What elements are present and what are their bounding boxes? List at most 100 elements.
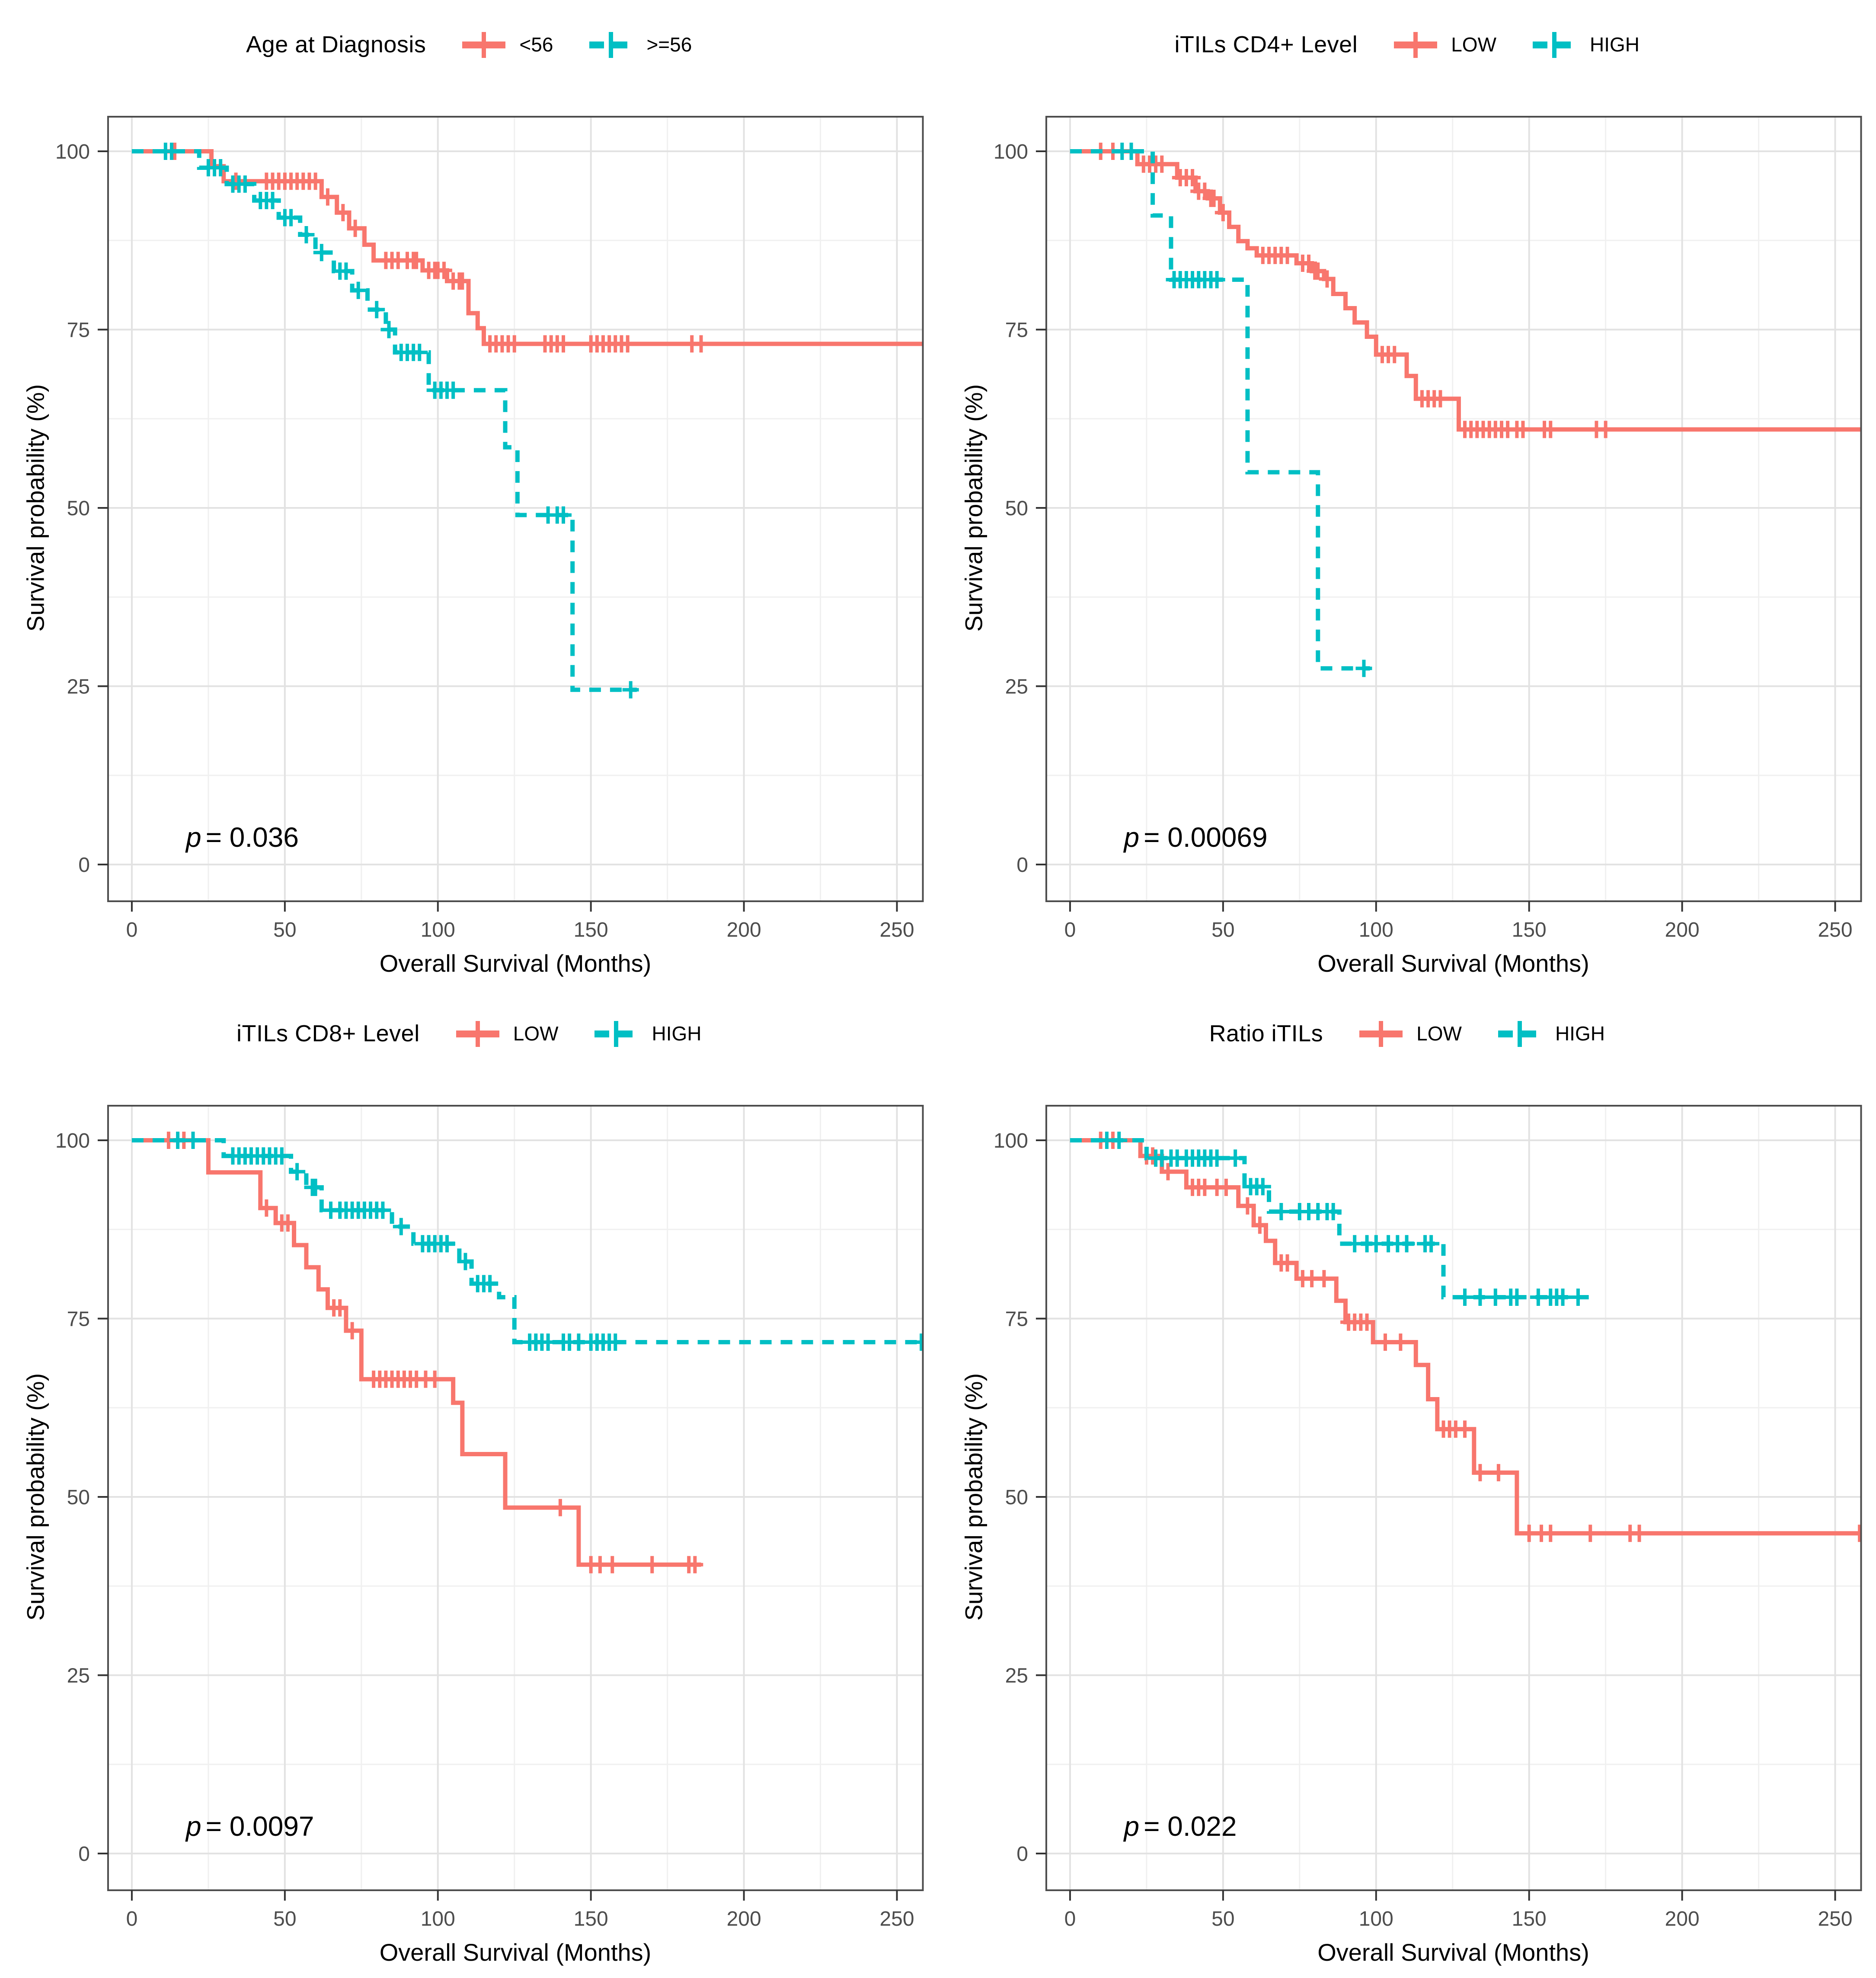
x-tick-label: 0: [126, 1908, 138, 1930]
legend: Ratio iTILs LOW HIGH: [938, 1010, 1876, 1057]
y-tick-label: 75: [1005, 319, 1028, 341]
legend-label: HIGH: [1555, 1022, 1605, 1045]
legend-label: HIGH: [1589, 33, 1640, 56]
x-tick-label: 150: [1512, 1908, 1546, 1930]
legend-entry: LOW: [454, 1018, 558, 1050]
x-tick-label: 100: [421, 919, 455, 941]
legend-title: Age at Diagnosis: [246, 32, 426, 57]
panel-ratio-itils: Ratio iTILs LOW HIGH Survival probabilit…: [938, 989, 1876, 1978]
x-tick-label: 50: [1211, 919, 1234, 941]
y-tick-labels: 0 25 50 75 100: [55, 140, 90, 877]
y-tick-label: 25: [67, 675, 90, 698]
x-tick-label: 150: [574, 1908, 608, 1930]
x-axis-title: Overall Survival (Months): [379, 950, 652, 977]
grid-major: [1046, 117, 1861, 901]
km-plot: 0 50 100 150 200 250 0 25 50 75 100: [55, 1105, 924, 1930]
legend-label: >=56: [646, 33, 692, 56]
legend-label: LOW: [1416, 1022, 1462, 1045]
y-axis-title: Survival probability (%): [22, 1373, 49, 1621]
grid-minor: [1046, 1106, 1861, 1890]
panel-border: [1045, 116, 1862, 902]
grid-major: [1046, 1106, 1861, 1890]
legend-title: Ratio iTILs: [1209, 1021, 1323, 1046]
y-tick-labels: 0 25 50 75 100: [993, 140, 1028, 877]
y-axis-title: Survival probability (%): [22, 384, 49, 632]
y-tick-label: 100: [993, 1129, 1028, 1152]
x-tick-labels: 0 50 100 150 200 250: [1064, 919, 1852, 941]
legend-entry: >=56: [587, 29, 692, 61]
p-value: p = 0.0097: [186, 1811, 314, 1842]
km-plot: 0 50 100 150 200 250 0 25 50 75 100: [993, 1105, 1862, 1930]
survival-curve: [1070, 149, 1370, 671]
x-tick-label: 200: [727, 919, 761, 941]
legend-entry: <56: [460, 29, 553, 61]
y-tick-labels: 0 25 50 75 100: [55, 1129, 90, 1866]
censor-marks: [1098, 1132, 1586, 1306]
x-tick-label: 0: [1064, 919, 1076, 941]
x-axis-title: Overall Survival (Months): [1317, 1939, 1589, 1966]
y-tick-label: 25: [1005, 1664, 1028, 1687]
km-line-censor-key-icon: [594, 1021, 638, 1047]
legend: Age at Diagnosis <56 >=56: [0, 21, 938, 68]
legend-entry: HIGH: [1530, 29, 1640, 61]
censor-marks: [1113, 143, 1372, 677]
x-tick-label: 50: [273, 1908, 296, 1930]
x-tick-label: 0: [126, 919, 138, 941]
x-axis-title: Overall Survival (Months): [379, 1939, 652, 1966]
km-line-censor-key-icon: [1498, 1021, 1541, 1047]
km-series-high: [1070, 1132, 1593, 1306]
km-series-low: [131, 1132, 703, 1573]
axis-ticks: [1035, 150, 1836, 912]
plot-background: [1046, 117, 1861, 901]
x-tick-label: 100: [421, 1908, 455, 1930]
plot-background: [108, 1106, 923, 1890]
x-tick-label: 150: [574, 919, 608, 941]
km-series-56: [131, 143, 639, 699]
y-tick-label: 25: [1005, 675, 1028, 698]
legend-label: LOW: [1451, 33, 1496, 56]
panel-border: [107, 1105, 924, 1891]
y-tick-label: 0: [1016, 854, 1028, 877]
legend-entry: LOW: [1391, 29, 1496, 61]
y-tick-label: 75: [67, 319, 90, 341]
legend-label: <56: [519, 33, 553, 56]
km-line-censor-key-icon: [1532, 32, 1576, 58]
x-tick-label: 200: [727, 1908, 761, 1930]
x-axis-title: Overall Survival (Months): [1317, 950, 1589, 977]
y-axis-title: Survival probability (%): [960, 384, 987, 632]
km-line-censor-key-icon: [462, 32, 506, 58]
legend-label: HIGH: [652, 1022, 702, 1045]
panel-itils-cd4-level: iTILs CD4+ Level LOW HIGH Survival proba…: [938, 0, 1876, 989]
censor-marks: [169, 1132, 923, 1351]
legend-entry: HIGH: [1496, 1018, 1605, 1050]
survival-curve: [1070, 1138, 1593, 1299]
x-tick-labels: 0 50 100 150 200 250: [126, 919, 914, 941]
censor-marks: [157, 143, 639, 699]
x-tick-label: 0: [1064, 1908, 1076, 1930]
p-value: p = 0.036: [186, 822, 299, 853]
plot-background: [108, 117, 923, 901]
y-tick-label: 0: [78, 1843, 90, 1866]
y-tick-label: 75: [67, 1308, 90, 1330]
km-plot: 0 50 100 150 200 250 0 25 50 75 100: [993, 116, 1862, 941]
panel-border: [1045, 1105, 1862, 1891]
km-line-censor-key-icon: [1359, 1021, 1403, 1047]
legend-entry: HIGH: [592, 1018, 701, 1050]
km-line-censor-key-icon: [1394, 32, 1438, 58]
y-tick-label: 100: [55, 140, 90, 163]
x-tick-label: 200: [1665, 1908, 1699, 1930]
km-line-censor-key-icon: [589, 32, 633, 58]
y-tick-label: 50: [67, 497, 90, 520]
y-tick-label: 0: [78, 854, 90, 877]
axis-ticks: [1035, 1139, 1836, 1901]
panel-itils-cd8-level: iTILs CD8+ Level LOW HIGH Survival proba…: [0, 989, 938, 1978]
x-tick-label: 200: [1665, 919, 1699, 941]
y-axis-title: Survival probability (%): [960, 1373, 987, 1621]
legend-title: iTILs CD4+ Level: [1174, 32, 1358, 57]
legend-title: iTILs CD8+ Level: [236, 1021, 420, 1046]
x-tick-label: 50: [1211, 1908, 1234, 1930]
x-tick-label: 250: [1818, 1908, 1852, 1930]
x-tick-label: 250: [1818, 919, 1852, 941]
legend: iTILs CD4+ Level LOW HIGH: [938, 21, 1876, 68]
grid-minor: [108, 1106, 923, 1890]
